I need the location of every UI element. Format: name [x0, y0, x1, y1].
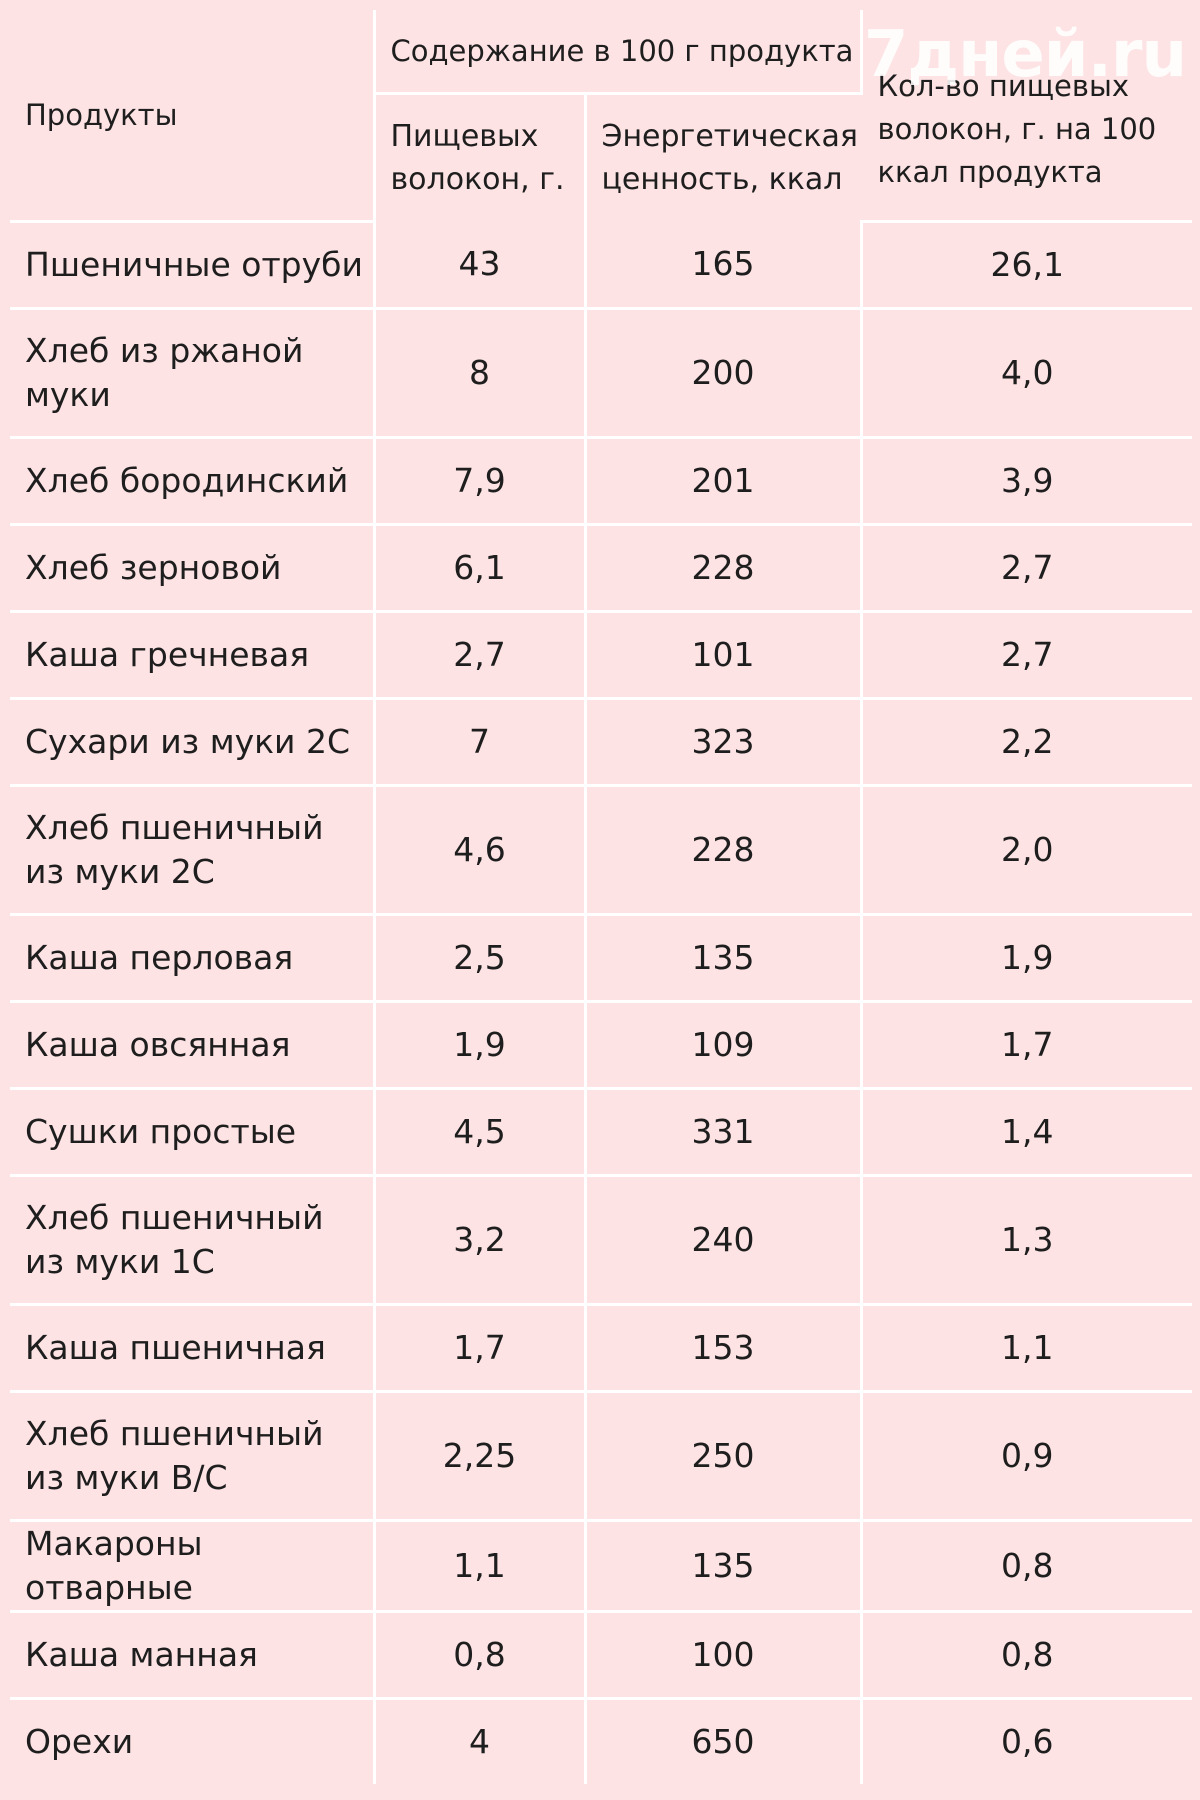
energy-cell: 100 [585, 1611, 863, 1700]
fiber-cell: 4,6 [374, 785, 587, 916]
fiber-cell: 1,9 [374, 1001, 587, 1090]
fiber-cell: 3,2 [374, 1175, 587, 1306]
table-row: Каша пшеничная 1,7 153 1,1 [10, 1304, 1192, 1393]
fiber-per-100kcal-cell: 2,2 [861, 698, 1192, 787]
product-cell: Хлеб зерновой [10, 524, 376, 613]
energy-cell: 165 [585, 221, 863, 310]
energy-cell: 135 [585, 1520, 863, 1613]
fiber-per-100kcal-cell: 1,7 [861, 1001, 1192, 1090]
table-row: Хлеб пшеничный из муки 1С 3,2 240 1,3 [10, 1175, 1192, 1306]
table-row: Хлеб пшеничный из муки В/С 2,25 250 0,9 [10, 1391, 1192, 1522]
product-cell: Хлеб пшеничный из муки 2С [10, 785, 376, 916]
energy-cell: 228 [585, 524, 863, 613]
fiber-per-100kcal-cell: 0,6 [1001, 1722, 1054, 1761]
fiber-cell: 0,8 [374, 1611, 587, 1700]
header-fiber: Пищевых волокон, г. [374, 93, 587, 221]
energy-cell: 323 [585, 698, 863, 787]
fiber-cell: 2,25 [374, 1391, 587, 1522]
table-row: Сушки простые 4,5 331 1,4 [10, 1088, 1192, 1177]
product-cell: Сухари из муки 2С [10, 698, 376, 787]
product-cell: Каша гречневая [10, 611, 376, 700]
fiber-per-100kcal-cell: 1,4 [861, 1088, 1192, 1177]
table-row: Пшеничные отруби 43 165 26,1 [10, 221, 1192, 310]
header-products: Продукты [10, 10, 376, 223]
fiber-per-100kcal-cell: 2,0 [861, 785, 1192, 916]
table-row: Сухари из муки 2С 7 323 2,2 [10, 698, 1192, 787]
table-body: Пшеничные отруби 43 165 26,1 Хлеб из ржаной … [10, 221, 1192, 1784]
product-cell: Макароны отварные [10, 1520, 376, 1613]
product-cell: Хлеб пшеничный из муки 1С [10, 1175, 376, 1306]
fiber-cell: 2,7 [374, 611, 587, 700]
fiber-cell: 43 [374, 221, 587, 310]
product-cell: Сушки простые [10, 1088, 376, 1177]
energy-cell: 200 [585, 308, 863, 439]
fiber-per-100kcal-cell: 1,3 [861, 1175, 1192, 1306]
fiber-cell: 7,9 [374, 437, 587, 526]
product-cell: Каша овсянная [10, 1001, 376, 1090]
fiber-per-100kcal-cell: 1,9 [861, 914, 1192, 1003]
energy-cell: 650 [585, 1698, 863, 1784]
product-cell: Каша пшеничная [10, 1304, 376, 1393]
energy-cell: 101 [585, 611, 863, 700]
table-row: Каша манная 0,8 100 0,8 [10, 1611, 1192, 1700]
energy-cell: 201 [585, 437, 863, 526]
table-row: Хлеб пшеничный из муки 2С 4,6 228 2,0 [10, 785, 1192, 916]
table-row: Каша гречневая 2,7 101 2,7 [10, 611, 1192, 700]
fiber-cell: 7 [374, 698, 587, 787]
product-cell: Хлеб из ржаной муки [10, 308, 376, 439]
table-row: Хлеб бородинский 7,9 201 3,9 [10, 437, 1192, 526]
table-row: Макароны отварные 1,1 135 0,8 [10, 1520, 1192, 1613]
fiber-cell: 6,1 [374, 524, 587, 613]
energy-cell: 240 [585, 1175, 863, 1306]
table-row: Хлеб из ржаной муки 8 200 4,0 [10, 308, 1192, 439]
product-cell: Каша манная [10, 1611, 376, 1700]
energy-cell: 228 [585, 785, 863, 916]
product-cell: Хлеб пшеничный из муки В/С [10, 1391, 376, 1522]
fiber-per-100kcal-cell: 4,0 [861, 308, 1192, 439]
fiber-content-table: Продукты Содержание в 100 г продукта Кол… [10, 10, 1192, 1784]
header-fiber-per-100kcal: Кол-во пищевых волокон, г. на 100 ккал п… [861, 10, 1192, 223]
table-row: Каша овсянная 1,9 109 1,7 [10, 1001, 1192, 1090]
fiber-per-100kcal-cell: 0,8 [861, 1520, 1192, 1613]
fiber-per-100kcal-cell: 26,1 [861, 221, 1192, 310]
product-cell: Пшеничные отруби [10, 221, 376, 310]
product-cell: Каша перловая [10, 914, 376, 1003]
fiber-cell: 8 [374, 308, 587, 439]
fiber-per-100kcal-cell: 2,7 [861, 611, 1192, 700]
header-energy: Энергетическая ценность, ккал [601, 119, 858, 197]
fiber-per-100kcal-cell: 0,8 [861, 1611, 1192, 1700]
energy-cell: 331 [585, 1088, 863, 1177]
product-cell: Хлеб бородинский [10, 437, 376, 526]
energy-cell: 153 [585, 1304, 863, 1393]
fiber-cell: 1,7 [374, 1304, 587, 1393]
header-content-group: Содержание в 100 г продукта [374, 10, 863, 95]
fiber-per-100kcal-cell: 3,9 [861, 437, 1192, 526]
energy-cell: 250 [585, 1391, 863, 1522]
fiber-cell: 1,1 [374, 1520, 587, 1613]
product-cell: Орехи [10, 1698, 376, 1784]
fiber-per-100kcal-cell: 1,1 [861, 1304, 1192, 1393]
table-row: Хлеб зерновой 6,1 228 2,7 [10, 524, 1192, 613]
fiber-per-100kcal-cell: 2,7 [861, 524, 1192, 613]
fiber-cell: 2,5 [374, 914, 587, 1003]
table-row: Орехи 4 650 0,6 [10, 1698, 1192, 1784]
fiber-cell: 4 [374, 1698, 587, 1784]
fiber-per-100kcal-cell: 0,9 [861, 1391, 1192, 1522]
fiber-cell: 4,5 [374, 1088, 587, 1177]
energy-cell: 109 [585, 1001, 863, 1090]
table-row: Каша перловая 2,5 135 1,9 [10, 914, 1192, 1003]
energy-cell: 135 [585, 914, 863, 1003]
